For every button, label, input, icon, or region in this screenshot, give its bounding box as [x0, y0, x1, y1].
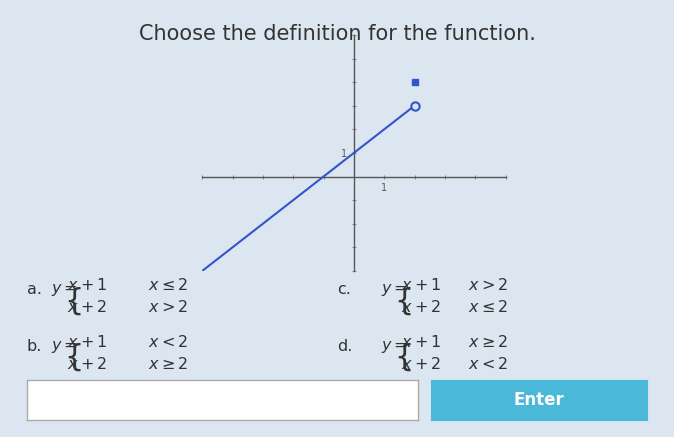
Text: $y=$: $y=$ — [51, 282, 78, 298]
Text: a.: a. — [27, 282, 42, 297]
Text: $x+2$: $x+2$ — [401, 299, 441, 316]
Text: {: { — [394, 286, 414, 315]
Text: $x<2$: $x<2$ — [148, 334, 188, 350]
Text: $x+2$: $x+2$ — [67, 299, 107, 316]
Text: $x+2$: $x+2$ — [67, 356, 107, 372]
Text: {: { — [64, 286, 84, 315]
Text: $x\geq2$: $x\geq2$ — [468, 334, 508, 350]
Text: $x\geq2$: $x\geq2$ — [148, 356, 188, 372]
Text: $x+1$: $x+1$ — [401, 277, 441, 294]
Text: $y=$: $y=$ — [51, 339, 78, 355]
Text: $x\leq2$: $x\leq2$ — [468, 299, 508, 316]
Text: Choose the definition for the function.: Choose the definition for the function. — [139, 24, 535, 44]
Text: $x+1$: $x+1$ — [67, 277, 108, 294]
Text: $x+1$: $x+1$ — [401, 334, 441, 350]
Text: $x+1$: $x+1$ — [67, 334, 108, 350]
Text: {: { — [64, 343, 84, 372]
Text: d.: d. — [337, 339, 353, 354]
Text: $x\leq2$: $x\leq2$ — [148, 277, 188, 294]
Text: b.: b. — [27, 339, 42, 354]
Text: $x>2$: $x>2$ — [468, 277, 508, 294]
Text: $y=$: $y=$ — [381, 282, 408, 298]
Text: {: { — [394, 343, 414, 372]
Text: c.: c. — [337, 282, 351, 297]
Text: $x+2$: $x+2$ — [401, 356, 441, 372]
Text: $x>2$: $x>2$ — [148, 299, 188, 316]
Text: $y=$: $y=$ — [381, 339, 408, 355]
Text: Enter: Enter — [514, 391, 565, 409]
Text: $x<2$: $x<2$ — [468, 356, 508, 372]
